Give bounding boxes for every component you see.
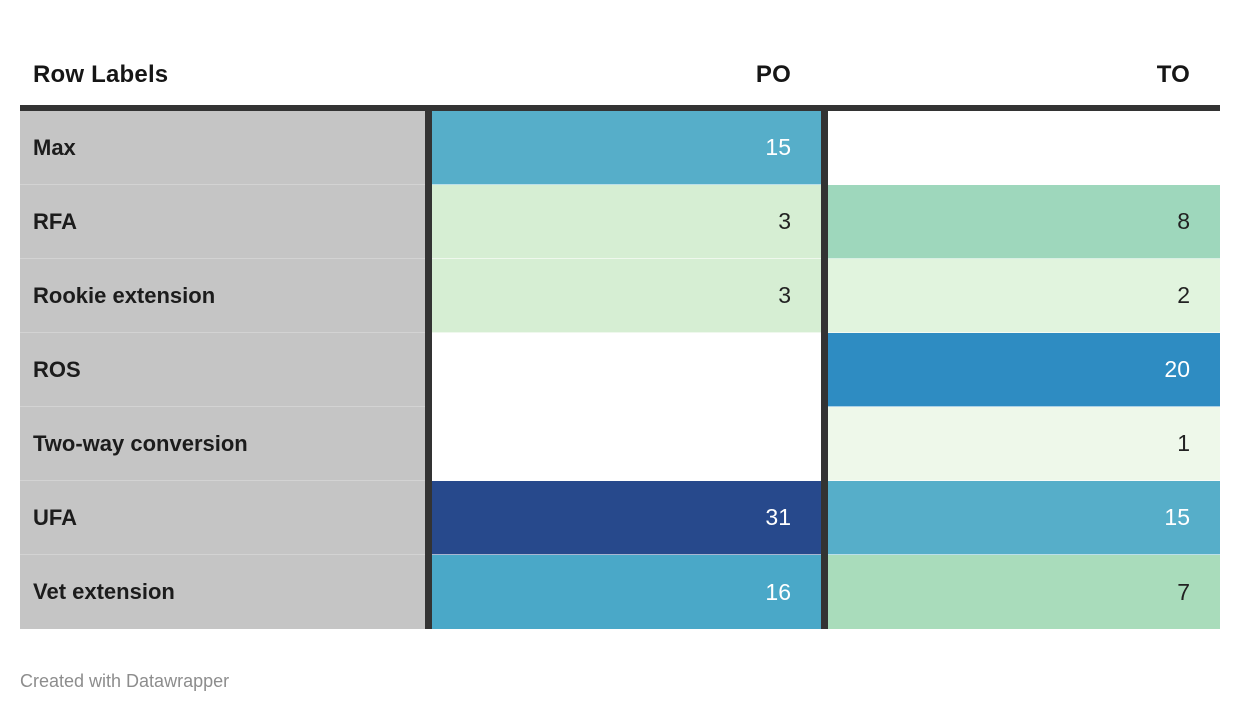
column-header-row-labels: Row Labels bbox=[33, 61, 169, 88]
po-cell bbox=[432, 407, 821, 481]
column-divider bbox=[425, 185, 432, 259]
column-header-po: PO bbox=[755, 61, 791, 88]
column-divider bbox=[425, 407, 432, 481]
column-divider bbox=[425, 481, 432, 555]
attribution: Created with Datawrapper bbox=[20, 671, 230, 691]
column-divider bbox=[821, 185, 828, 259]
row-label-cell: Rookie extension bbox=[20, 259, 425, 333]
table-body: Max 15 RFA 3 8 Rookie extension 3 2 ROS … bbox=[20, 105, 1220, 629]
row-label-cell: RFA bbox=[20, 185, 425, 259]
to-cell: 1 bbox=[828, 407, 1220, 481]
to-cell: 20 bbox=[828, 333, 1220, 407]
column-divider bbox=[821, 555, 828, 629]
column-divider bbox=[821, 407, 828, 481]
row-label-cell: ROS bbox=[20, 333, 425, 407]
column-divider bbox=[821, 111, 828, 185]
to-cell: 7 bbox=[828, 555, 1220, 629]
column-divider bbox=[821, 333, 828, 407]
column-header-to: TO bbox=[1156, 61, 1190, 88]
row-label-cell: Max bbox=[20, 111, 425, 185]
row-label-cell: Two-way conversion bbox=[20, 407, 425, 481]
column-divider bbox=[425, 259, 432, 333]
column-divider bbox=[425, 111, 432, 185]
po-cell: 31 bbox=[432, 481, 821, 555]
po-cell: 15 bbox=[432, 111, 821, 185]
column-divider bbox=[425, 555, 432, 629]
row-label-cell: UFA bbox=[20, 481, 425, 555]
table-header-row: Row Labels PO TO bbox=[20, 45, 1220, 105]
column-divider bbox=[821, 481, 828, 555]
to-cell: 2 bbox=[828, 259, 1220, 333]
to-cell: 15 bbox=[828, 481, 1220, 555]
po-cell: 3 bbox=[432, 185, 821, 259]
column-divider bbox=[821, 259, 828, 333]
to-cell: 8 bbox=[828, 185, 1220, 259]
po-cell bbox=[432, 333, 821, 407]
to-cell bbox=[828, 111, 1220, 185]
column-divider bbox=[425, 333, 432, 407]
po-cell: 16 bbox=[432, 555, 821, 629]
po-cell: 3 bbox=[432, 259, 821, 333]
row-label-cell: Vet extension bbox=[20, 555, 425, 629]
